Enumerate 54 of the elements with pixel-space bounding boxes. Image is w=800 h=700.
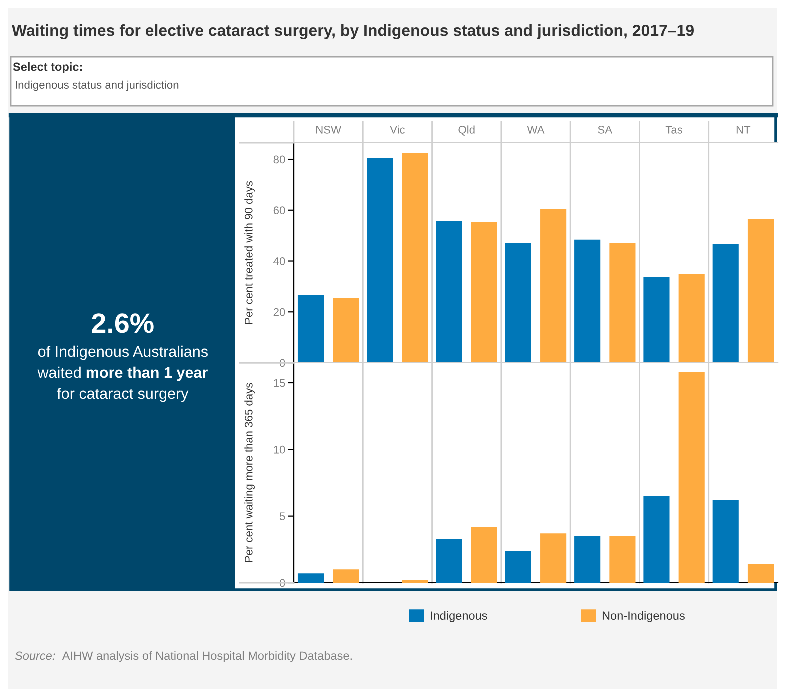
x-tick-label: NSW [316, 126, 342, 134]
legend-label: Non-Indigenous [602, 611, 685, 622]
bar [367, 158, 394, 363]
y-tick-label: 5 [280, 512, 286, 520]
legend-label: Indigenous [431, 611, 488, 622]
text: Select topic: [13, 62, 82, 74]
text: for cataract surgery [57, 388, 189, 402]
bar [436, 221, 462, 363]
x-tick-label: NT [736, 126, 751, 134]
bar [298, 574, 324, 583]
bar [471, 527, 498, 583]
bar [644, 277, 670, 363]
bar [505, 551, 532, 583]
y-axis-title: Per cent treated with 90 days [244, 181, 255, 324]
text: Indigenous status and jurisdiction [16, 80, 179, 92]
x-tick-label: Qld [458, 126, 475, 136]
x-tick-label: Vic [390, 126, 406, 134]
bar [540, 209, 567, 363]
y-tick-label: 60 [274, 206, 286, 215]
bar [471, 222, 498, 363]
text: waited [38, 366, 81, 378]
bar [748, 564, 774, 583]
bar [610, 536, 636, 583]
y-tick-label: 15 [274, 379, 286, 388]
bar [402, 153, 428, 363]
bar [402, 580, 428, 583]
bar [333, 570, 360, 583]
bar [678, 372, 705, 583]
y-tick-label: 20 [274, 308, 286, 316]
y-axis-title: Per cent waiting more than 365 days [244, 383, 255, 562]
source-note: Source: [15, 652, 56, 660]
x-tick-label: Tas [666, 126, 683, 134]
text: of Indigenous Australians [38, 346, 208, 360]
bar [644, 496, 670, 583]
x-tick-label: WA [527, 126, 545, 134]
bar [505, 243, 532, 363]
text: Waiting times for elective cataract surgery, by Indigenous status and jurisdiction, 2017–19 [12, 24, 694, 40]
bar [540, 534, 567, 583]
bar [298, 295, 324, 363]
text: AIHW analysis of National Hospital Morbidity Database. [62, 651, 352, 662]
bar [574, 536, 601, 583]
bar [574, 240, 601, 363]
bar [436, 539, 462, 583]
y-tick-label: 80 [274, 156, 286, 164]
bar [610, 243, 636, 363]
text: more than 1 year [86, 366, 208, 382]
bar [678, 274, 705, 363]
bar [712, 244, 739, 363]
y-tick-label: 10 [274, 446, 286, 454]
bar [712, 500, 739, 583]
bar [333, 298, 360, 363]
text: 2.6% [92, 314, 154, 334]
y-tick-label: 40 [274, 258, 286, 266]
x-tick-label: SA [598, 126, 613, 134]
